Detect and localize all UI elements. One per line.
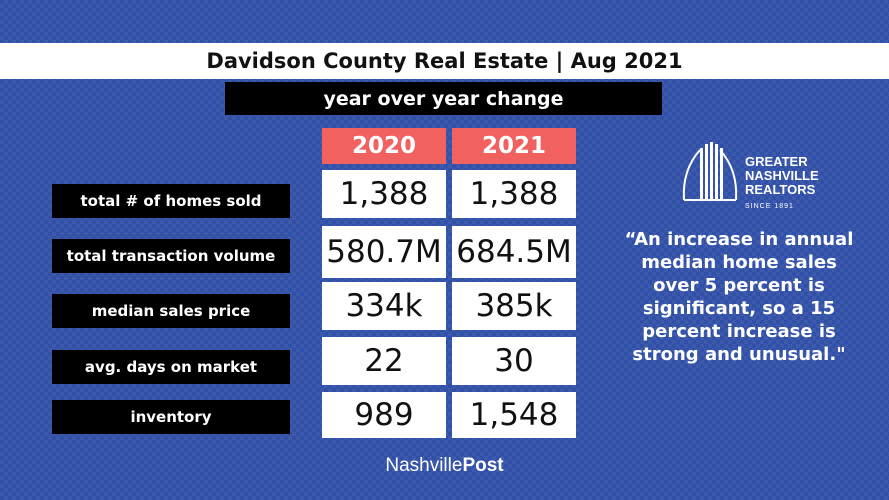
logo-line-1: GREATER [745,154,808,169]
row-label-inventory: inventory [52,400,290,434]
row-label-transaction-volume: total transaction volume [52,239,290,273]
cell-inventory-2021: 1,548 [452,392,576,438]
cell-homes-sold-2021: 1,388 [452,170,576,218]
cell-transaction-volume-2021: 684.5M [452,226,576,278]
quote-line-3: over 5 percent is [653,275,825,296]
row-label-homes-sold: total # of homes sold [52,184,290,218]
cell-inventory-2020: 989 [322,392,446,438]
quote-line-1: “An increase in annual [624,229,854,250]
logo-line-2: NASHVILLE [745,168,819,183]
cell-median-price-2021: 385k [452,282,576,330]
quote-line-6: strong and unusual." [632,344,846,365]
realtors-logo-icon [682,142,738,201]
logo-wordmark: GREATER NASHVILLE REALTORS [745,155,819,197]
page-subtitle: year over year change [323,87,564,110]
logo-line-3: REALTORS [745,182,816,197]
column-header-2020: 2020 [322,128,446,164]
title-bar: Davidson County Real Estate | Aug 2021 [0,43,889,79]
quote-line-4: significant, so a 15 [642,298,836,319]
cell-transaction-volume-2020: 580.7M [322,226,446,278]
quote-line-2: median home sales [641,252,837,273]
nashville-post-logo: NashvillePost [0,455,889,477]
footer-brand-part2: Post [462,455,504,476]
cell-homes-sold-2020: 1,388 [322,170,446,218]
logo-since: SINCE 1891 [745,203,794,210]
cell-median-price-2020: 334k [322,282,446,330]
page-title: Davidson County Real Estate | Aug 2021 [206,49,683,73]
cell-days-on-market-2021: 30 [452,337,576,385]
quote-line-5: percent increase is [642,321,836,342]
subtitle-bar: year over year change [225,82,662,115]
row-label-days-on-market: avg. days on market [52,350,290,384]
row-label-median-price: median sales price [52,294,290,328]
quote: “An increase in annual median home sales… [606,228,872,366]
column-header-2021: 2021 [452,128,576,164]
cell-days-on-market-2020: 22 [322,337,446,385]
footer-brand-part1: Nashville [385,455,463,476]
